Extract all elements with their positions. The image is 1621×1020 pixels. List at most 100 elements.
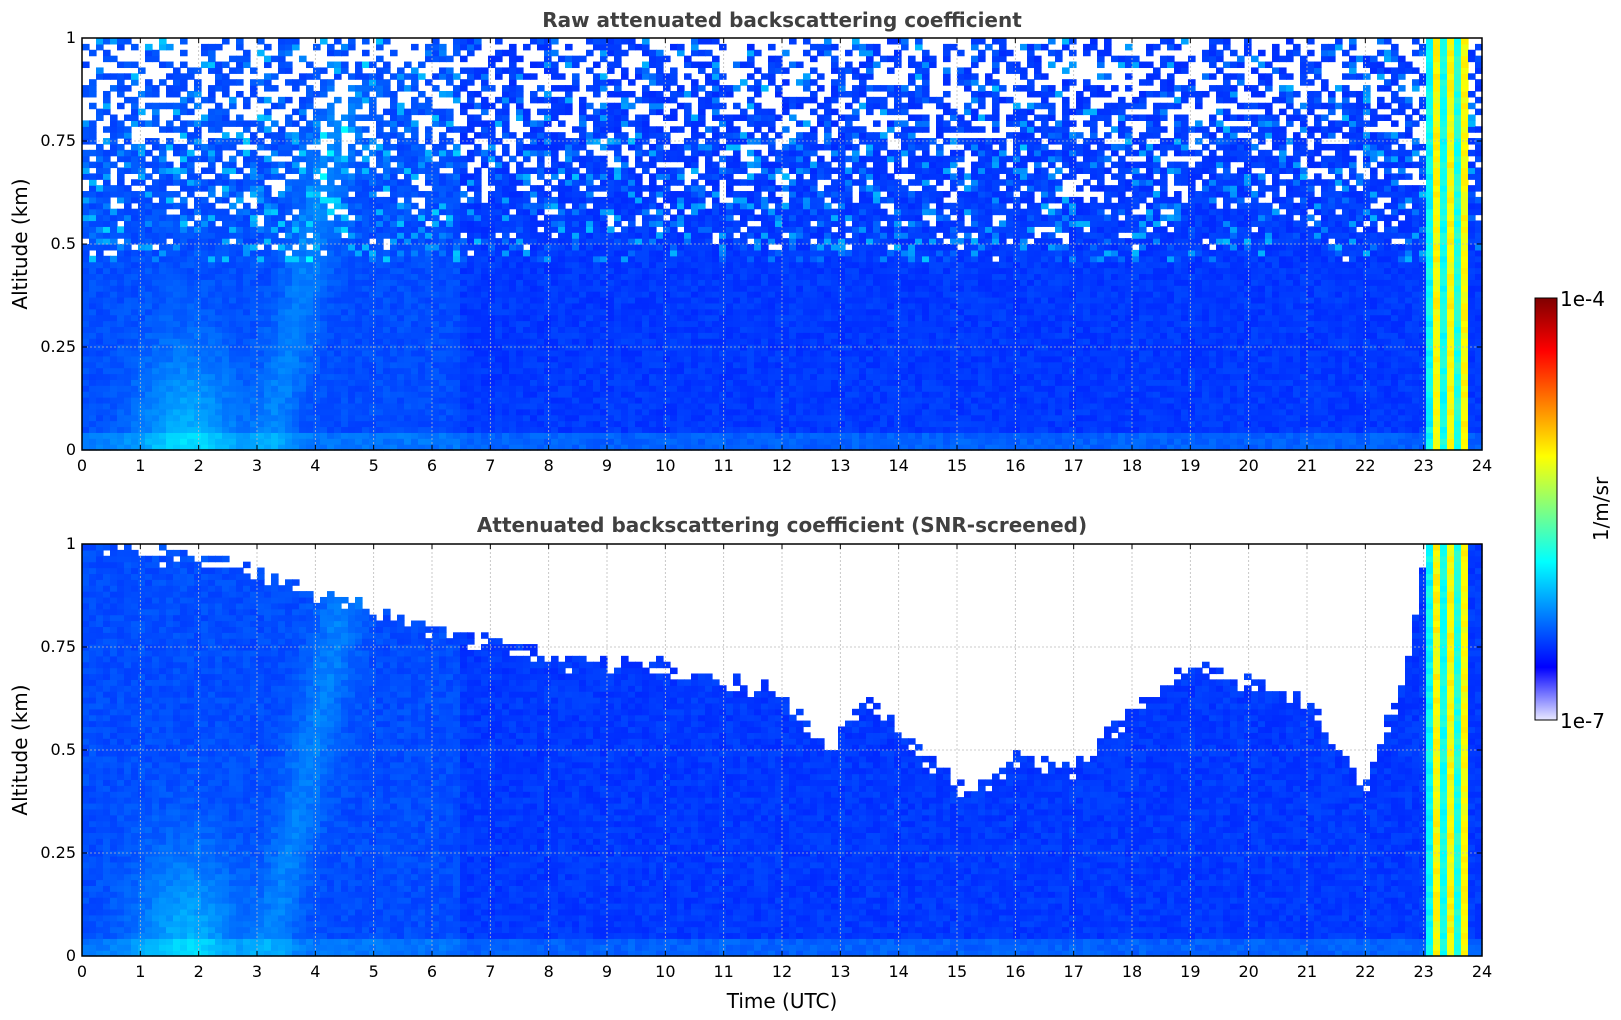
heatmap-cell [495,185,503,192]
heatmap-cell [103,296,111,304]
heatmap-cell [467,308,475,316]
heatmap-cell [537,138,545,145]
heatmap-cell [579,102,587,110]
heatmap-cell [278,226,286,233]
heatmap-cell [278,332,286,339]
heatmap-cell [383,379,391,386]
heatmap-cell [152,114,160,121]
heatmap-cell [551,291,559,298]
heatmap-cell [425,132,433,139]
heatmap-cell [544,114,552,121]
heatmap-cell [565,367,573,375]
heatmap-cell [222,338,230,345]
heatmap-cell [481,326,489,333]
heatmap-cell [565,267,573,275]
heatmap-cell [110,214,118,222]
heatmap-cell [166,90,174,98]
heatmap-cell [663,267,671,275]
heatmap-cell [621,191,629,198]
heatmap-cell [635,302,643,310]
heatmap-cell [110,73,118,80]
heatmap-cell [257,279,265,286]
heatmap-cell [586,155,594,163]
heatmap-cell [180,38,188,45]
heatmap-cell [593,361,601,369]
heatmap-cell [313,344,321,351]
heatmap-cell [509,173,517,180]
heatmap-cell [467,314,475,322]
heatmap-cell [565,408,573,416]
heatmap-cell [124,332,132,339]
heatmap-cell [614,385,622,392]
heatmap-cell [187,291,195,298]
heatmap-cell [271,326,279,333]
heatmap-cell [600,143,608,151]
heatmap-cell [411,238,419,245]
heatmap-cell [565,296,573,304]
heatmap-cell [362,302,370,310]
heatmap-cell [341,220,349,227]
heatmap-cell [145,202,153,210]
heatmap-cell [229,432,237,439]
heatmap-cell [446,120,454,127]
heatmap-cell [481,273,489,280]
heatmap-cell [642,296,650,304]
heatmap-cell [677,279,685,286]
heatmap-cell [614,38,622,45]
heatmap-cell [502,191,510,198]
heatmap-cell [124,114,132,121]
heatmap-cell [663,402,671,410]
heatmap-cell [334,249,342,257]
heatmap-cell [376,173,384,180]
heatmap-cell [166,138,174,145]
heatmap-cell [299,261,307,269]
heatmap-cell [460,208,468,216]
heatmap-cell [180,132,188,139]
heatmap-cell [250,308,258,316]
heatmap-cell [306,249,314,257]
heatmap-cell [194,79,202,86]
heatmap-cell [173,79,181,86]
heatmap-cell [390,196,398,204]
heatmap-cell [628,226,636,233]
heatmap-cell [166,255,174,263]
heatmap-cell [299,414,307,422]
heatmap-cell [670,273,678,280]
heatmap-cell [313,220,321,227]
heatmap-cell [397,285,405,292]
heatmap-cell [418,90,426,98]
heatmap-cell [614,232,622,239]
heatmap-cell [250,314,258,322]
heatmap-cell [390,302,398,310]
heatmap-cell [425,108,433,116]
heatmap-cell [614,420,622,428]
heatmap-cell [299,191,307,198]
heatmap-cell [628,367,636,375]
heatmap-cell [572,214,580,222]
heatmap-cell [614,432,622,439]
heatmap-cell [278,149,286,157]
heatmap-cell [320,279,328,286]
heatmap-cell [306,379,314,386]
heatmap-cell [551,367,559,375]
heatmap-cell [432,296,440,304]
heatmap-cell [565,344,573,351]
heatmap-cell [341,367,349,375]
heatmap-cell [138,267,146,275]
heatmap-cell [320,208,328,216]
heatmap-cell [439,432,447,439]
heatmap-cell [635,338,643,345]
heatmap-cell [348,108,356,116]
heatmap-cell [264,379,272,386]
heatmap-cell [236,320,244,327]
heatmap-cell [621,226,629,233]
heatmap-cell [558,55,566,63]
heatmap-cell [614,285,622,292]
heatmap-cell [572,444,580,451]
heatmap-cell [642,67,650,74]
heatmap-cell [474,226,482,233]
heatmap-cell [502,202,510,210]
heatmap-cell [362,273,370,280]
heatmap-cell [656,238,664,245]
heatmap-cell [439,326,447,333]
